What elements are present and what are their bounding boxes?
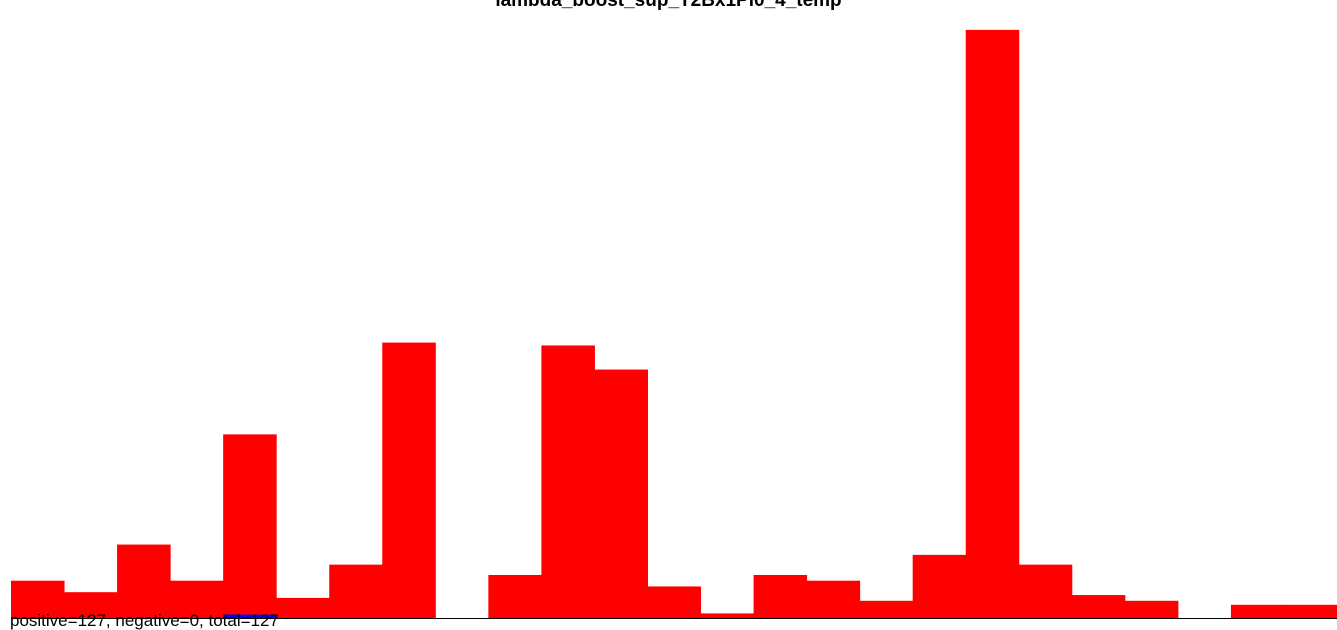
positive-bar-13 (700, 613, 755, 618)
positive-bar-2 (117, 544, 171, 618)
positive-bar-14 (753, 574, 808, 618)
positive-bar-16 (859, 600, 914, 618)
positive-bar-6 (329, 564, 383, 618)
summary-label: positive=127, negative=0, total=127 (10, 611, 279, 630)
positive-bar-0 (11, 580, 65, 618)
positive-bar-17 (912, 554, 967, 618)
positive-bars (11, 29, 1337, 619)
negative-bar-4 (223, 614, 277, 618)
negative-bars (223, 614, 277, 618)
positive-bar-20 (1071, 595, 1126, 618)
positive-bar-4 (223, 434, 277, 618)
positive-bar-23 (1230, 604, 1285, 618)
positive-bar-21 (1124, 600, 1179, 618)
positive-bar-3 (170, 580, 224, 618)
positive-bar-11 (594, 369, 648, 618)
positive-bar-12 (647, 586, 702, 618)
positive-bar-5 (276, 597, 330, 618)
chart-title: lambda_boost_sup_T2Bx1Pi0_4_temp (495, 0, 842, 11)
positive-bar-10 (541, 345, 595, 618)
positive-bar-24 (1283, 604, 1337, 618)
positive-bar-9 (488, 574, 542, 618)
positive-bar-18 (965, 29, 1020, 619)
positive-bar-1 (64, 592, 118, 618)
positive-bar-7 (382, 342, 436, 618)
positive-bar-19 (1018, 564, 1073, 618)
positive-bar-15 (806, 580, 861, 618)
